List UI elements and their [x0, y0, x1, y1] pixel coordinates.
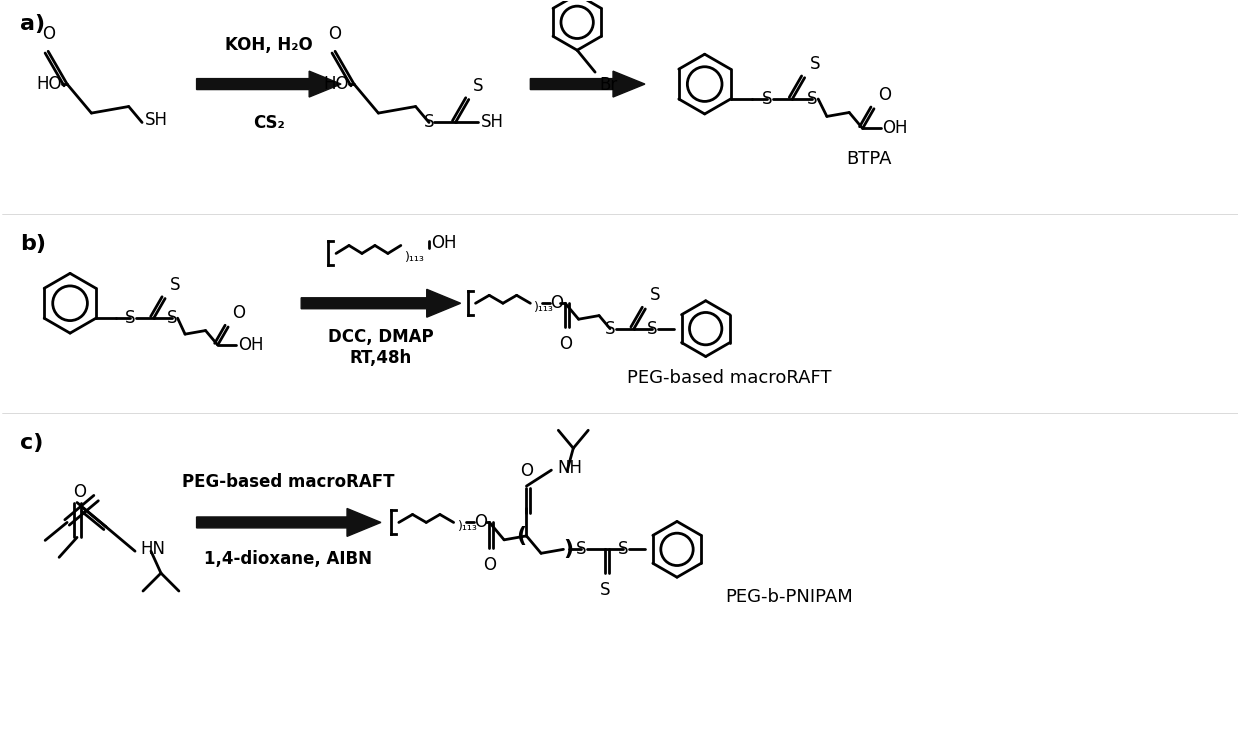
Text: O: O: [878, 85, 892, 104]
Text: )₁₁₃: )₁₁₃: [404, 251, 424, 264]
Text: O: O: [484, 557, 496, 574]
Text: HO: HO: [37, 75, 62, 93]
Text: S: S: [166, 309, 177, 327]
Text: S: S: [577, 540, 587, 558]
Text: S: S: [810, 55, 820, 73]
Text: )₁₁₃: )₁₁₃: [458, 520, 477, 533]
FancyArrow shape: [197, 71, 341, 97]
Text: OH: OH: [430, 235, 456, 253]
Text: S: S: [170, 276, 181, 293]
Text: PEG-based macroRAFT: PEG-based macroRAFT: [182, 473, 394, 490]
Text: (: (: [516, 526, 527, 546]
Text: S: S: [124, 309, 135, 327]
Text: S: S: [472, 77, 484, 94]
FancyArrow shape: [301, 289, 460, 317]
Text: PEG-based macroRAFT: PEG-based macroRAFT: [627, 369, 832, 387]
Text: HO: HO: [324, 75, 348, 93]
Text: KOH, H₂O: KOH, H₂O: [224, 36, 312, 54]
Text: O: O: [559, 335, 572, 353]
Text: RT,48h: RT,48h: [350, 349, 412, 367]
Text: OH: OH: [883, 120, 908, 137]
Text: SH: SH: [481, 114, 505, 132]
Text: S: S: [618, 540, 629, 558]
Text: O: O: [549, 294, 563, 312]
Text: CS₂: CS₂: [253, 114, 285, 132]
Text: PEG-b-PNIPAM: PEG-b-PNIPAM: [725, 588, 853, 606]
Text: a): a): [20, 14, 46, 34]
Text: c): c): [20, 432, 43, 452]
Text: O: O: [232, 304, 246, 322]
Text: S: S: [650, 286, 661, 304]
Text: )₁₁₃: )₁₁₃: [534, 301, 554, 314]
Text: HN: HN: [140, 540, 165, 558]
FancyArrow shape: [531, 71, 645, 97]
Text: 1,4-dioxane, AIBN: 1,4-dioxane, AIBN: [205, 551, 372, 568]
Text: S: S: [646, 319, 657, 337]
Text: S: S: [763, 90, 773, 108]
Text: DCC, DMAP: DCC, DMAP: [329, 328, 434, 346]
Text: BTPA: BTPA: [847, 150, 892, 168]
Text: Br: Br: [599, 76, 618, 94]
Text: O: O: [329, 25, 341, 43]
Text: O: O: [73, 483, 86, 501]
FancyArrow shape: [197, 508, 381, 536]
Text: S: S: [807, 90, 817, 108]
Text: SH: SH: [145, 111, 169, 129]
Text: O: O: [42, 25, 55, 43]
Text: NH: NH: [557, 459, 583, 477]
Text: S: S: [600, 581, 610, 599]
Text: ): ): [563, 539, 574, 559]
Text: b): b): [20, 233, 46, 253]
Text: O: O: [520, 462, 533, 480]
Text: O: O: [474, 513, 487, 531]
Text: OH: OH: [238, 336, 263, 354]
Text: S: S: [605, 319, 615, 337]
Text: S: S: [424, 114, 434, 132]
